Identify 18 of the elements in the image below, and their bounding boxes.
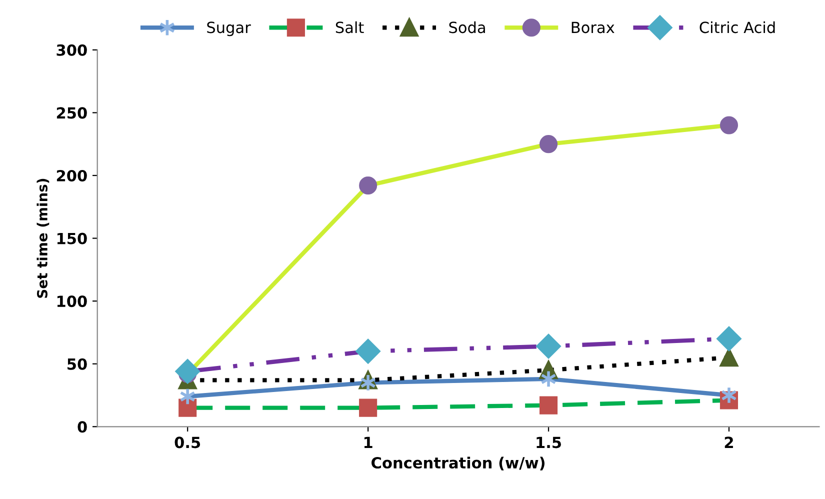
x-tick-label: 1	[364, 436, 372, 448]
legend-label: Citric Acid	[700, 21, 775, 34]
y-axis-title: Set time (mins)	[36, 178, 50, 298]
legend-label: Sugar	[207, 22, 251, 36]
x-tick-label: 0.5	[174, 436, 200, 448]
legend-label: Soda	[449, 21, 485, 34]
y-tick-label: 50	[68, 358, 87, 370]
y-tick-label: 0	[78, 421, 87, 433]
y-tick-label: 300	[56, 44, 87, 56]
x-axis-title: Concentration (w/w)	[372, 456, 544, 470]
y-tick-label: 200	[56, 170, 87, 182]
y-tick-label: 150	[57, 232, 87, 244]
legend-label: Salt	[336, 21, 364, 34]
x-tick-label: 2	[724, 436, 733, 448]
y-tick-label: 250	[56, 107, 87, 119]
x-tick-label: 1.5	[536, 436, 561, 448]
legend-label: Borax	[572, 22, 614, 34]
y-tick-label: 100	[57, 296, 87, 308]
